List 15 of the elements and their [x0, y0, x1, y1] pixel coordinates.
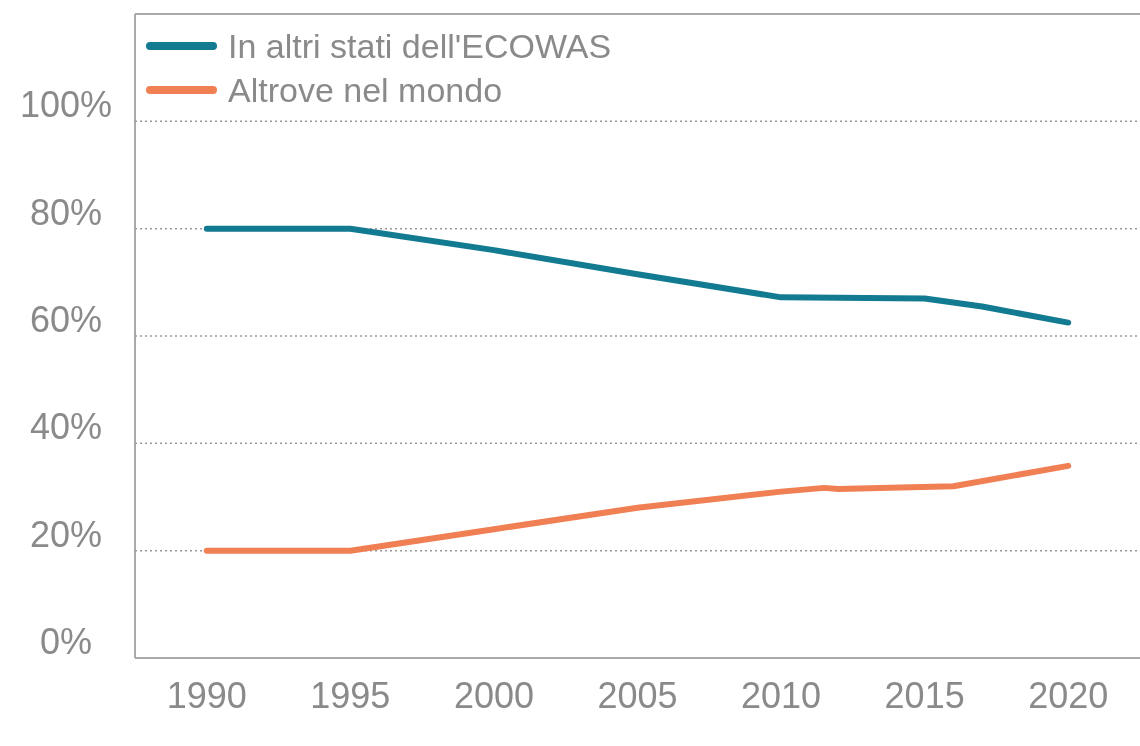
- x-tick-label: 1995: [310, 675, 391, 716]
- x-tick-label: 2010: [741, 675, 822, 716]
- x-tick-label: 2005: [597, 675, 678, 716]
- x-tick-label: 2000: [453, 675, 534, 716]
- y-tick-label: 100%: [19, 84, 113, 126]
- x-tick-label: 1990: [166, 675, 247, 716]
- y-tick-label: 20%: [29, 513, 103, 555]
- legend-label: In altri stati dell'ECOWAS: [228, 27, 612, 65]
- y-tick-label: 80%: [29, 191, 103, 233]
- y-tick-label: 40%: [29, 406, 103, 448]
- x-tick-label: 2020: [1028, 675, 1109, 716]
- x-tick-label: 2015: [884, 675, 965, 716]
- y-tick-label: 60%: [29, 299, 103, 340]
- y-tick-label: 0%: [39, 621, 93, 662]
- legend-label: Altrove nel mondo: [228, 71, 503, 109]
